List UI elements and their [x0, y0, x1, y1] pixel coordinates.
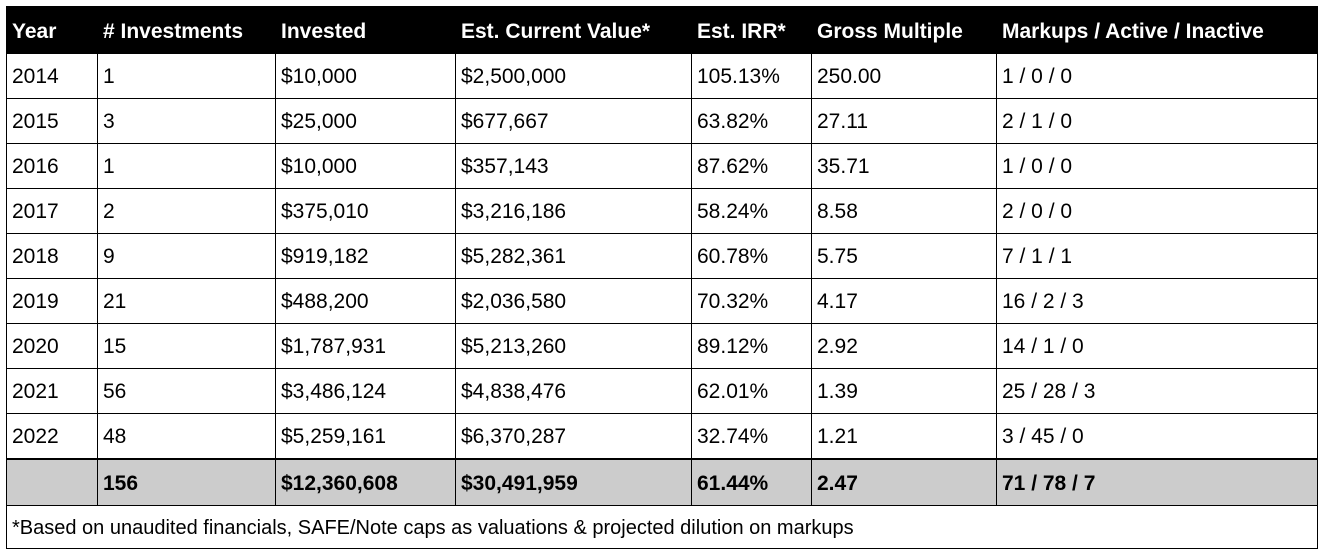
header-markups-active-inactive: Markups / Active / Inactive — [996, 6, 1318, 54]
cell-gross-multiple: 1.39 — [811, 368, 997, 414]
cell-year: 2021 — [6, 368, 98, 414]
cell-year: 2016 — [6, 143, 98, 189]
cell-invested: $919,182 — [275, 233, 456, 279]
total-cell-current-value: $30,491,959 — [455, 458, 692, 506]
cell-invested: $488,200 — [275, 278, 456, 324]
header-investments: # Investments — [97, 6, 276, 54]
cell-invested: $10,000 — [275, 53, 456, 99]
cell-gross-multiple: 27.11 — [811, 98, 997, 144]
cell-invested: $5,259,161 — [275, 413, 456, 460]
cell-gross-multiple: 4.17 — [811, 278, 997, 324]
cell-markups: 1 / 0 / 0 — [996, 53, 1318, 99]
table-row: 2019 21 $488,200 $2,036,580 70.32% 4.17 … — [6, 278, 1318, 324]
footnote-row: *Based on unaudited financials, SAFE/Not… — [6, 505, 1318, 549]
header-current-value: Est. Current Value* — [455, 6, 692, 54]
cell-irr: 89.12% — [691, 323, 812, 369]
table-row: 2015 3 $25,000 $677,667 63.82% 27.11 2 /… — [6, 98, 1318, 144]
cell-current-value: $3,216,186 — [455, 188, 692, 234]
header-invested: Invested — [275, 6, 456, 54]
total-cell-year — [6, 458, 98, 506]
cell-irr: 63.82% — [691, 98, 812, 144]
total-cell-investments: 156 — [97, 458, 276, 506]
cell-current-value: $2,500,000 — [455, 53, 692, 99]
cell-irr: 58.24% — [691, 188, 812, 234]
total-cell-irr: 61.44% — [691, 458, 812, 506]
cell-gross-multiple: 8.58 — [811, 188, 997, 234]
cell-markups: 14 / 1 / 0 — [996, 323, 1318, 369]
header-gross-multiple: Gross Multiple — [811, 6, 997, 54]
cell-invested: $375,010 — [275, 188, 456, 234]
cell-markups: 2 / 0 / 0 — [996, 188, 1318, 234]
total-cell-gross-multiple: 2.47 — [811, 458, 997, 506]
cell-year: 2015 — [6, 98, 98, 144]
table-body: 2014 1 $10,000 $2,500,000 105.13% 250.00… — [6, 53, 1318, 549]
cell-year: 2019 — [6, 278, 98, 324]
cell-year: 2017 — [6, 188, 98, 234]
cell-current-value: $677,667 — [455, 98, 692, 144]
cell-investments: 15 — [97, 323, 276, 369]
cell-markups: 1 / 0 / 0 — [996, 143, 1318, 189]
header-irr: Est. IRR* — [691, 6, 812, 54]
table-row: 2020 15 $1,787,931 $5,213,260 89.12% 2.9… — [6, 323, 1318, 369]
cell-irr: 70.32% — [691, 278, 812, 324]
cell-investments: 9 — [97, 233, 276, 279]
cell-year: 2014 — [6, 53, 98, 99]
cell-current-value: $5,213,260 — [455, 323, 692, 369]
cell-invested: $1,787,931 — [275, 323, 456, 369]
cell-irr: 105.13% — [691, 53, 812, 99]
table-row: 2014 1 $10,000 $2,500,000 105.13% 250.00… — [6, 53, 1318, 99]
cell-markups: 3 / 45 / 0 — [996, 413, 1318, 460]
cell-invested: $10,000 — [275, 143, 456, 189]
total-row: 156 $12,360,608 $30,491,959 61.44% 2.47 … — [6, 458, 1318, 506]
cell-irr: 62.01% — [691, 368, 812, 414]
total-cell-invested: $12,360,608 — [275, 458, 456, 506]
cell-current-value: $5,282,361 — [455, 233, 692, 279]
table-row: 2016 1 $10,000 $357,143 87.62% 35.71 1 /… — [6, 143, 1318, 189]
cell-investments: 48 — [97, 413, 276, 460]
cell-irr: 87.62% — [691, 143, 812, 189]
cell-gross-multiple: 2.92 — [811, 323, 997, 369]
table-row: 2021 56 $3,486,124 $4,838,476 62.01% 1.3… — [6, 368, 1318, 414]
footnote-text: *Based on unaudited financials, SAFE/Not… — [6, 505, 1318, 549]
cell-current-value: $4,838,476 — [455, 368, 692, 414]
cell-irr: 32.74% — [691, 413, 812, 460]
cell-current-value: $2,036,580 — [455, 278, 692, 324]
cell-investments: 56 — [97, 368, 276, 414]
table-header: Year # Investments Invested Est. Current… — [6, 6, 1318, 54]
table-row: 2018 9 $919,182 $5,282,361 60.78% 5.75 7… — [6, 233, 1318, 279]
cell-markups: 7 / 1 / 1 — [996, 233, 1318, 279]
cell-year: 2020 — [6, 323, 98, 369]
cell-invested: $25,000 — [275, 98, 456, 144]
header-year: Year — [6, 6, 98, 54]
table-row: 2017 2 $375,010 $3,216,186 58.24% 8.58 2… — [6, 188, 1318, 234]
cell-gross-multiple: 5.75 — [811, 233, 997, 279]
table-row: 2022 48 $5,259,161 $6,370,287 32.74% 1.2… — [6, 413, 1318, 460]
cell-current-value: $6,370,287 — [455, 413, 692, 460]
cell-gross-multiple: 250.00 — [811, 53, 997, 99]
cell-gross-multiple: 1.21 — [811, 413, 997, 460]
cell-invested: $3,486,124 — [275, 368, 456, 414]
cell-markups: 2 / 1 / 0 — [996, 98, 1318, 144]
cell-investments: 2 — [97, 188, 276, 234]
header-row: Year # Investments Invested Est. Current… — [6, 6, 1318, 54]
investment-summary-table: Year # Investments Invested Est. Current… — [6, 6, 1318, 549]
total-cell-markups: 71 / 78 / 7 — [996, 458, 1318, 506]
cell-markups: 16 / 2 / 3 — [996, 278, 1318, 324]
cell-markups: 25 / 28 / 3 — [996, 368, 1318, 414]
cell-irr: 60.78% — [691, 233, 812, 279]
cell-investments: 1 — [97, 143, 276, 189]
cell-year: 2018 — [6, 233, 98, 279]
cell-current-value: $357,143 — [455, 143, 692, 189]
cell-investments: 1 — [97, 53, 276, 99]
cell-gross-multiple: 35.71 — [811, 143, 997, 189]
cell-year: 2022 — [6, 413, 98, 460]
cell-investments: 3 — [97, 98, 276, 144]
cell-investments: 21 — [97, 278, 276, 324]
